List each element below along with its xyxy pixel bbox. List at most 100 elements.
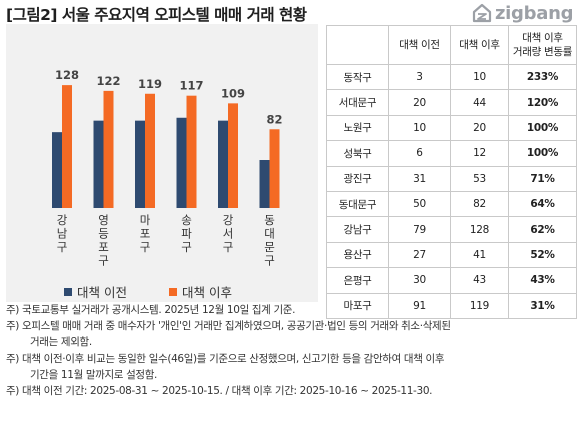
table-cell-region: 강남구: [326, 216, 389, 243]
bar-after-2: [145, 93, 155, 208]
table-cell-region: 용산구: [326, 241, 389, 269]
data-label-1: 122: [96, 74, 120, 88]
footnote-line: 주) 오피스텔 매매 거래 중 매수자가 '개인'인 거래만 집계하였으며, 공…: [6, 320, 451, 333]
table-cell-after: 128: [450, 216, 509, 243]
category-label-3: 송: [181, 213, 192, 227]
category-label-4: 구: [223, 240, 234, 254]
legend-swatch-before: [64, 287, 72, 296]
bar-after-5: [269, 129, 280, 208]
table-cell-region: 은평구: [326, 267, 389, 294]
category-label-0: 구: [57, 240, 68, 254]
category-label-1: 포: [98, 240, 109, 254]
chart-legend: 대책 이전 대책 이후: [64, 282, 274, 301]
table-cell-after: 43: [450, 267, 509, 294]
table-row: 용산구 27 41 52%: [326, 241, 577, 269]
table-cell-region: 광진구: [326, 165, 389, 192]
category-label-5: 문: [264, 240, 275, 254]
table-cell-before: 31: [388, 165, 451, 192]
table-row: 광진구 31 53 71%: [326, 165, 577, 192]
table-cell-before: 50: [388, 190, 451, 218]
table-header-before: 대책 이전: [388, 25, 451, 65]
table-cell-after: 12: [450, 140, 509, 167]
bar-after-0: [62, 85, 72, 208]
data-label-0: 128: [55, 68, 79, 82]
table-cell-region: 성북구: [326, 140, 389, 167]
zigbang-logo-text: zigbang: [495, 2, 574, 24]
legend-swatch-after: [168, 287, 177, 296]
category-label-0: 남: [57, 227, 68, 241]
table-row: 은평구 30 43 43%: [326, 267, 577, 294]
bar-before-5: [259, 160, 270, 208]
legend-label-before: 대책 이전: [77, 285, 127, 300]
footnote-line: 주) 국토교통부 실거래가 공개시스템. 2025년 12월 10일 집계 기준…: [6, 304, 296, 316]
bar-after-1: [103, 90, 114, 208]
category-label-2: 마: [140, 213, 151, 227]
bar-before-3: [176, 117, 187, 208]
bar-after-4: [228, 103, 238, 208]
bar-before-2: [135, 120, 145, 208]
bar-before-0: [52, 132, 62, 208]
table-row: 서대문구 20 44 120%: [326, 89, 577, 116]
category-label-3: 파: [181, 227, 192, 241]
table-cell-region: 노원구: [326, 114, 389, 142]
data-label-4: 109: [221, 86, 245, 100]
table-cell-after: 44: [450, 89, 509, 116]
bar-before-1: [93, 120, 104, 208]
table-cell-before: 10: [388, 114, 451, 142]
legend-item-before: 대책 이전: [64, 282, 127, 301]
footnote-line: 주) 대책 이전 기간: 2025-08-31 ~ 2025-10-15. / …: [6, 385, 433, 398]
category-label-5: 구: [264, 254, 275, 268]
category-label-1: 구: [98, 254, 109, 268]
table-cell-change: 31%: [508, 292, 577, 319]
table-cell-change: 100%: [508, 140, 577, 167]
category-label-0: 강: [57, 213, 68, 227]
zigbang-logo: zigbang: [472, 2, 573, 24]
category-label-4: 강: [223, 213, 234, 227]
table-cell-region: 동대문구: [326, 190, 389, 218]
footnote: 주) 대책 이전 기간: 2025-08-31 ~ 2025-10-15. / …: [6, 383, 576, 399]
footnote: 주) 오피스텔 매매 거래 중 매수자가 '개인'인 거래만 집계하였으며, 공…: [6, 318, 576, 350]
table-cell-after: 82: [450, 190, 509, 218]
footnote-line: 거래는 제외함.: [30, 336, 92, 349]
table-header-change-line1: 대책 이후: [522, 32, 563, 44]
table-cell-before: 6: [388, 140, 451, 167]
data-label-5: 82: [266, 112, 282, 126]
legend-item-after: 대책 이후: [168, 282, 232, 301]
table-cell-region: 서대문구: [326, 89, 389, 116]
footnote-line: 기간을 11월 말까지로 설정함.: [30, 368, 158, 381]
footnote-line: 주) 대책 이전·이후 비교는 동일한 일수(46일)를 기준으로 산정했으며,…: [6, 352, 445, 365]
data-label-3: 117: [179, 79, 203, 93]
category-label-4: 서: [223, 227, 234, 241]
volume-change-table: 대책 이전 대책 이후 대책 이후 거래량 변동률 동작구 3 10 233% 서대문구…: [326, 25, 577, 319]
table-cell-before: 79: [388, 216, 451, 243]
category-label-3: 구: [181, 240, 192, 254]
table-cell-change: 120%: [508, 89, 577, 116]
table-header-region: [326, 25, 389, 65]
footnotes: 주) 국토교통부 실거래가 공개시스템. 2025년 12월 10일 집계 기준…: [6, 302, 576, 399]
table-cell-before: 91: [388, 292, 451, 319]
table-cell-after: 20: [450, 114, 509, 142]
data-label-2: 119: [138, 77, 162, 91]
table-row: 마포구 91 119 31%: [326, 292, 577, 319]
category-label-1: 등: [98, 227, 109, 241]
category-label-1: 영: [98, 213, 109, 227]
bar-chart: 128 강 남 구 122 영 등 포 구 119 마 포 구 117 송 파 구 109 강 서 구 82 동 대 문 구 대책…: [6, 24, 318, 302]
table-header-row: 대책 이전 대책 이후 대책 이후 거래량 변동률: [326, 25, 577, 65]
table-cell-before: 30: [388, 267, 451, 294]
category-label-2: 포: [140, 227, 151, 241]
table-row: 노원구 10 20 100%: [326, 114, 577, 142]
table-header-change-line2: 거래량 변동률: [512, 46, 573, 58]
table-cell-after: 41: [450, 241, 509, 269]
table-cell-change: 64%: [508, 190, 577, 218]
table-cell-after: 10: [450, 63, 509, 91]
category-label-5: 동: [264, 213, 275, 227]
legend-label-after: 대책 이후: [181, 285, 232, 300]
category-label-2: 구: [140, 240, 151, 254]
table-cell-after: 53: [450, 165, 509, 192]
zigbang-logo-icon: [472, 3, 492, 23]
footnote: 주) 대책 이전·이후 비교는 동일한 일수(46일)를 기준으로 산정했으며,…: [6, 351, 576, 383]
table-cell-change: 52%: [508, 241, 577, 269]
bar-after-3: [186, 95, 197, 208]
table-cell-change: 43%: [508, 267, 577, 294]
